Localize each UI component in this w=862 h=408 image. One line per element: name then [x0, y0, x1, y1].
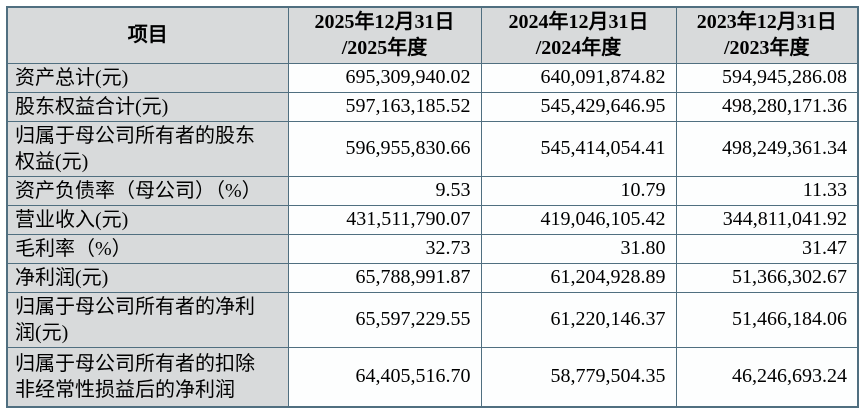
row-value: 545,414,054.41 [480, 120, 677, 177]
row-value: 61,220,146.37 [480, 291, 677, 348]
table-row: 归属于母公司所有者的扣除 非经常性损益后的净利润 64,405,516.70 5… [6, 346, 859, 408]
row-value: 431,511,790.07 [287, 204, 482, 235]
row-value: 545,429,646.95 [480, 91, 677, 122]
row-value: 9.53 [287, 175, 482, 206]
table-row: 归属于母公司所有者的股东 权益(元) 596,955,830.66 545,41… [6, 120, 859, 177]
header-line-date: 2023年12月31日 [696, 11, 837, 34]
row-value: 46,246,693.24 [675, 346, 859, 408]
header-row: 项目 2025年12月31日 /2025年度 2024年12月31日 /2024… [6, 6, 859, 64]
row-value: 498,280,171.36 [675, 91, 859, 122]
header-line-year: /2024年度 [535, 37, 622, 60]
header-line-year: /2023年度 [723, 37, 810, 60]
header-cell-period-2023: 2023年12月31日 /2023年度 [675, 6, 859, 64]
row-value: 11.33 [675, 175, 859, 206]
row-value: 695,309,940.02 [287, 62, 482, 93]
table-row: 毛利率（%） 32.73 31.80 31.47 [6, 233, 859, 264]
row-value: 51,366,302.67 [675, 262, 859, 293]
table-row: 归属于母公司所有者的净利 润(元) 65,597,229.55 61,220,1… [6, 291, 859, 348]
row-value: 64,405,516.70 [287, 346, 482, 408]
row-label: 净利润(元) [6, 262, 289, 293]
header-cell-item: 项目 [6, 6, 289, 64]
table-row: 净利润(元) 65,788,991.87 61,204,928.89 51,36… [6, 262, 859, 293]
table-row: 股东权益合计(元) 597,163,185.52 545,429,646.95 … [6, 91, 859, 122]
header-line-year: /2025年度 [341, 37, 428, 60]
row-value: 640,091,874.82 [480, 62, 677, 93]
row-value: 498,249,361.34 [675, 120, 859, 177]
header-cell-period-2025: 2025年12月31日 /2025年度 [287, 6, 482, 64]
row-value: 58,779,504.35 [480, 346, 677, 408]
row-value: 344,811,041.92 [675, 204, 859, 235]
row-label: 资产总计(元) [6, 62, 289, 93]
row-label: 归属于母公司所有者的股东 权益(元) [6, 120, 289, 177]
table-header: 项目 2025年12月31日 /2025年度 2024年12月31日 /2024… [6, 6, 859, 64]
header-cell-period-2024: 2024年12月31日 /2024年度 [480, 6, 677, 64]
header-line-date: 2024年12月31日 [508, 11, 649, 34]
table-row: 营业收入(元) 431,511,790.07 419,046,105.42 34… [6, 204, 859, 235]
row-value: 65,788,991.87 [287, 262, 482, 293]
table-row: 资产总计(元) 695,309,940.02 640,091,874.82 59… [6, 62, 859, 93]
row-label: 毛利率（%） [6, 233, 289, 264]
row-value: 597,163,185.52 [287, 91, 482, 122]
row-value: 10.79 [480, 175, 677, 206]
row-value: 419,046,105.42 [480, 204, 677, 235]
header-line-date: 2025年12月31日 [314, 11, 455, 34]
table-row: 资产负债率（母公司）（%） 9.53 10.79 11.33 [6, 175, 859, 206]
row-value: 51,466,184.06 [675, 291, 859, 348]
row-label: 股东权益合计(元) [6, 91, 289, 122]
financial-summary-table: 项目 2025年12月31日 /2025年度 2024年12月31日 /2024… [6, 6, 859, 408]
row-value: 596,955,830.66 [287, 120, 482, 177]
table-body: 资产总计(元) 695,309,940.02 640,091,874.82 59… [6, 62, 859, 408]
row-label: 资产负债率（母公司）（%） [6, 175, 289, 206]
row-value: 31.47 [675, 233, 859, 264]
row-value: 65,597,229.55 [287, 291, 482, 348]
row-value: 32.73 [287, 233, 482, 264]
row-value: 31.80 [480, 233, 677, 264]
row-label: 归属于母公司所有者的净利 润(元) [6, 291, 289, 348]
row-value: 594,945,286.08 [675, 62, 859, 93]
row-label: 营业收入(元) [6, 204, 289, 235]
row-label: 归属于母公司所有者的扣除 非经常性损益后的净利润 [6, 346, 289, 408]
row-value: 61,204,928.89 [480, 262, 677, 293]
